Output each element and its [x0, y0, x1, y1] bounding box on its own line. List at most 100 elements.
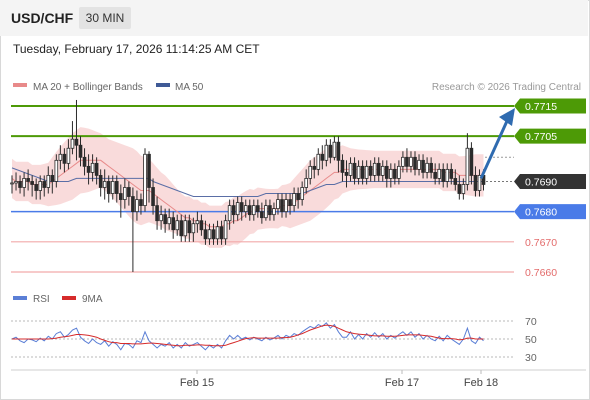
candle-body-up — [437, 168, 441, 179]
candle — [405, 148, 409, 173]
candle — [123, 178, 127, 209]
candle-body-down — [187, 220, 192, 234]
candle-body-down — [260, 211, 264, 219]
rsi-tick-label: 50 — [525, 334, 537, 346]
candle — [163, 208, 167, 233]
moving-averages — [11, 159, 484, 228]
candle-body-up — [300, 187, 304, 200]
forecast-arrow — [479, 108, 515, 180]
candle-body-down — [393, 168, 397, 179]
candle-body-down — [62, 153, 67, 164]
candle — [344, 160, 349, 188]
candle — [187, 214, 192, 242]
candle-body-down — [179, 220, 184, 237]
rsi-grid: 70 50 30 — [11, 316, 537, 364]
candle — [364, 160, 369, 185]
candle-body-up — [135, 199, 139, 213]
candle — [78, 136, 83, 167]
candle — [368, 160, 373, 182]
candle-body-up — [159, 214, 163, 222]
bollinger-band-area — [12, 127, 484, 248]
candle-body-up — [207, 229, 212, 240]
candle-body-up — [227, 205, 232, 222]
candle-body-up — [251, 205, 256, 216]
candle — [90, 154, 95, 182]
candle — [243, 199, 248, 218]
ma20-line — [11, 159, 484, 228]
candle-body-down — [384, 165, 389, 179]
candle — [247, 199, 252, 221]
timeframe-button[interactable]: 30 MIN — [79, 7, 131, 29]
candle — [127, 181, 131, 206]
candle-body-down — [296, 193, 300, 200]
candle — [66, 139, 71, 170]
ma50-legend-label: MA 50 — [175, 82, 204, 93]
candle-body-down — [171, 217, 176, 231]
candle — [10, 175, 14, 194]
candle — [139, 193, 143, 215]
candle — [324, 139, 329, 167]
rsi-legend-label: RSI — [33, 294, 50, 305]
rsi-lines — [11, 322, 484, 351]
candle — [94, 157, 99, 185]
rsi-line — [11, 322, 484, 351]
candle-body-up — [348, 162, 353, 176]
candle — [191, 217, 196, 242]
price-tag-background — [514, 98, 586, 114]
candle — [46, 166, 51, 194]
candle-body-up — [284, 199, 288, 213]
candle-body-up — [167, 217, 171, 225]
candle-body-down — [288, 199, 292, 206]
candle-body-down — [94, 162, 99, 176]
candle-body-up — [58, 153, 63, 161]
candle-body-up — [477, 175, 482, 191]
candle — [143, 148, 147, 212]
candle-body-up — [235, 202, 240, 216]
candle-body-down — [268, 205, 272, 216]
candle-body-down — [30, 181, 34, 185]
candle-body-down — [86, 165, 91, 173]
candle — [316, 148, 321, 176]
x-axis: Feb 15 Feb 17 Feb 18 — [180, 370, 498, 389]
candle — [465, 133, 470, 191]
candle — [284, 193, 288, 218]
candle — [119, 184, 123, 218]
candle-body-down — [155, 205, 159, 222]
candle-body-up — [110, 181, 115, 194]
candle — [42, 175, 47, 197]
candle — [352, 157, 357, 185]
candle-body-down — [473, 175, 478, 191]
x-axis-label: Feb 15 — [180, 377, 214, 389]
candle-body-down — [211, 229, 216, 240]
candle-body-up — [183, 220, 188, 237]
candle — [211, 223, 216, 245]
header-bar: USD/CHF 30 MIN — [0, 0, 588, 36]
candle-body-down — [247, 205, 252, 216]
candle-body-down — [203, 229, 208, 240]
candle — [397, 160, 401, 185]
candle-body-up — [304, 178, 308, 188]
candle-body-up — [54, 159, 59, 182]
candle — [86, 154, 91, 185]
candle — [151, 178, 155, 215]
candle — [199, 214, 204, 236]
candle — [30, 175, 34, 197]
price-tags: 0.7715 0.7705 0.7690 0.7680 0.7670 0.7660 — [514, 98, 586, 279]
candle — [155, 196, 159, 230]
candle — [54, 154, 59, 188]
candle — [372, 157, 377, 182]
price-tag-background — [514, 204, 586, 220]
candle-body-down — [413, 156, 417, 170]
candle — [421, 154, 425, 179]
forecast-arrow-head — [499, 108, 515, 127]
ma20-legend-label: MA 20 + Bollinger Bands — [33, 82, 143, 93]
candle-body-up — [143, 153, 147, 206]
candle — [280, 193, 284, 218]
candle — [147, 151, 151, 203]
candle-body-up — [38, 181, 43, 191]
candle — [159, 205, 163, 230]
candle-body-down — [469, 147, 474, 176]
candle — [227, 199, 232, 230]
candle — [58, 145, 63, 170]
